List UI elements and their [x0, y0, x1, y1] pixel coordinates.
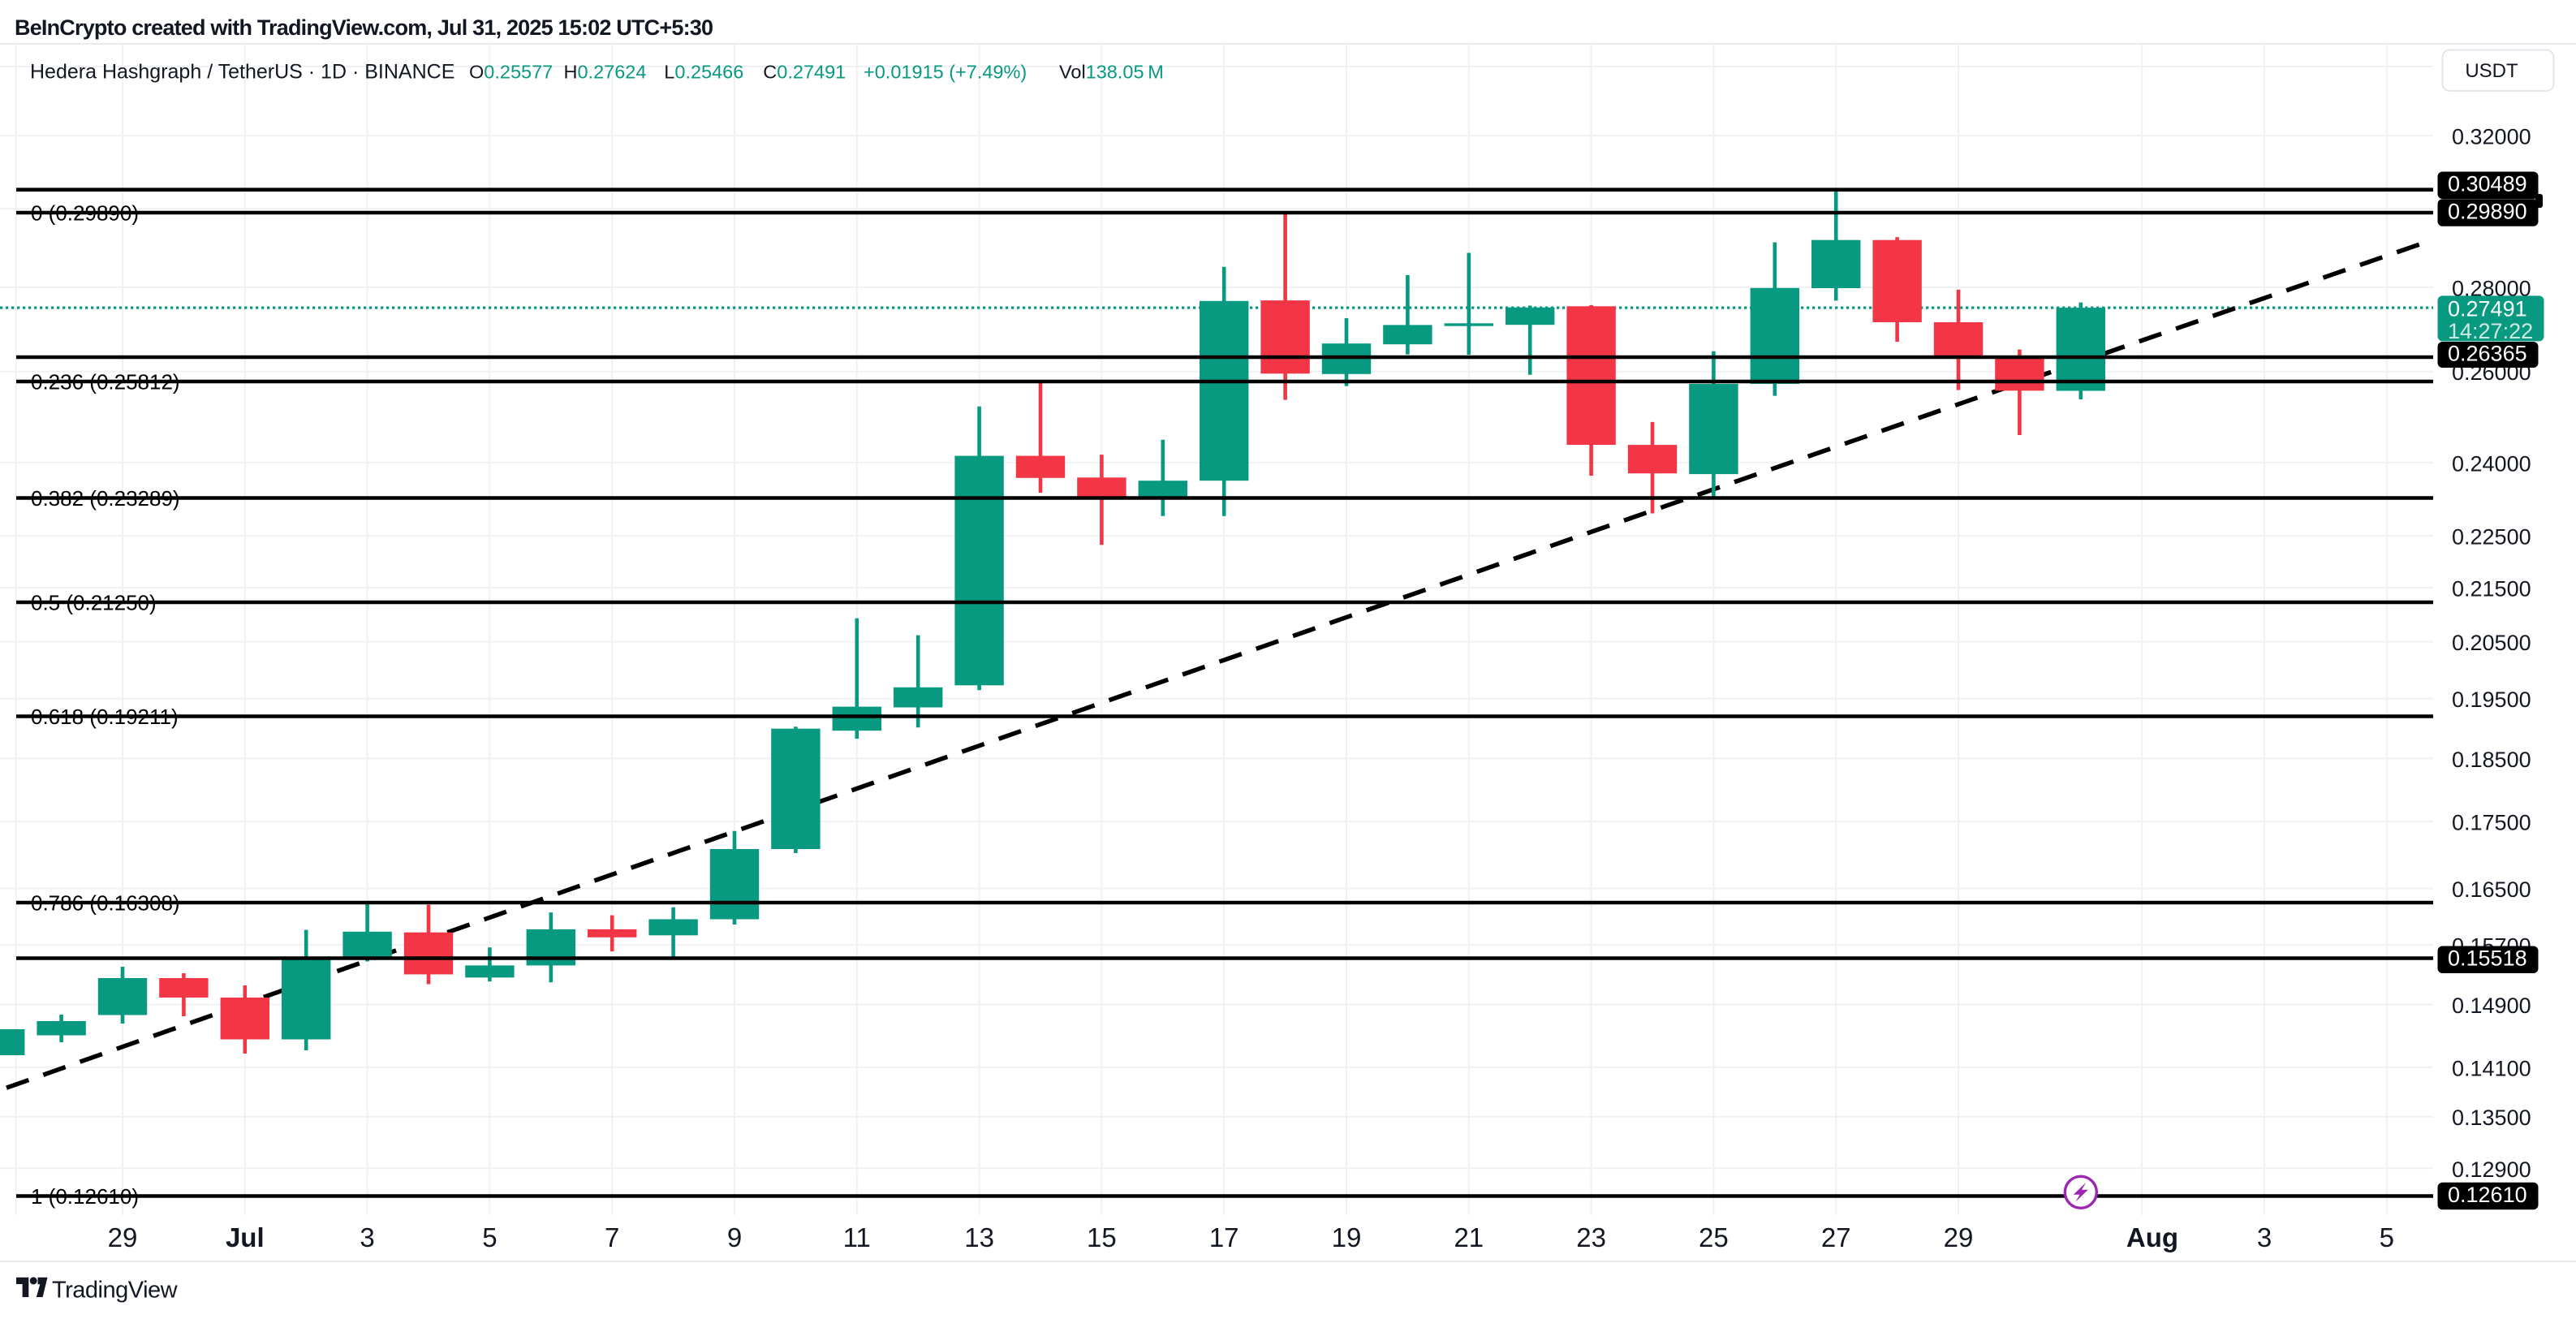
- svg-text:0.14100: 0.14100: [2452, 1056, 2531, 1080]
- svg-text:0.12900: 0.12900: [2452, 1157, 2531, 1182]
- svg-text:7: 7: [605, 1222, 619, 1252]
- svg-text:TradingView: TradingView: [52, 1278, 179, 1304]
- svg-text:0.26365: 0.26365: [2448, 341, 2527, 365]
- svg-text:USDT: USDT: [2465, 60, 2518, 82]
- svg-text:27: 27: [1821, 1222, 1851, 1252]
- svg-text:9: 9: [727, 1222, 742, 1252]
- svg-text:Vol138.05 M: Vol138.05 M: [1059, 62, 1164, 83]
- svg-text:1 (0.12610): 1 (0.12610): [31, 1184, 139, 1209]
- svg-text:0.18500: 0.18500: [2452, 748, 2531, 772]
- svg-text:3: 3: [360, 1222, 374, 1252]
- svg-text:0.14900: 0.14900: [2452, 994, 2531, 1018]
- svg-text:11: 11: [843, 1222, 871, 1252]
- svg-text:0.30489: 0.30489: [2448, 172, 2527, 196]
- svg-text:17: 17: [1209, 1222, 1239, 1252]
- svg-text:23: 23: [1576, 1222, 1606, 1252]
- svg-text:0.21500: 0.21500: [2452, 576, 2531, 601]
- svg-text:BeInCrypto created with Tradin: BeInCrypto created with TradingView.com,…: [15, 15, 713, 40]
- svg-text:21: 21: [1454, 1222, 1484, 1252]
- svg-text:0.20500: 0.20500: [2452, 631, 2531, 655]
- svg-text:5: 5: [2380, 1222, 2394, 1252]
- svg-text:0.29890: 0.29890: [2448, 200, 2527, 224]
- svg-text:Jul: Jul: [226, 1222, 265, 1252]
- svg-text:0.13500: 0.13500: [2452, 1106, 2531, 1130]
- svg-text:0.17500: 0.17500: [2452, 811, 2531, 835]
- svg-text:0.786 (0.16308): 0.786 (0.16308): [31, 891, 180, 916]
- svg-text:Aug: Aug: [2126, 1222, 2178, 1252]
- svg-text:29: 29: [108, 1222, 138, 1252]
- svg-text:H0.27624: H0.27624: [564, 62, 647, 83]
- svg-text:13: 13: [964, 1222, 994, 1252]
- svg-text:25: 25: [1699, 1222, 1729, 1252]
- svg-text:0.24000: 0.24000: [2452, 451, 2531, 476]
- svg-text:Hedera Hashgraph / TetherUS ·: Hedera Hashgraph / TetherUS · 1D · BINAN…: [30, 61, 454, 84]
- svg-text:+0.01915 (+7.49%): +0.01915 (+7.49%): [864, 62, 1027, 83]
- svg-text:C0.27491: C0.27491: [763, 62, 846, 83]
- svg-text:0.32000: 0.32000: [2452, 124, 2531, 149]
- svg-text:15: 15: [1087, 1222, 1117, 1252]
- svg-text:0.12610: 0.12610: [2448, 1183, 2527, 1207]
- svg-text:14:27:22: 14:27:22: [2448, 319, 2533, 343]
- svg-text:0.236 (0.25812): 0.236 (0.25812): [31, 370, 180, 394]
- svg-text:19: 19: [1332, 1222, 1362, 1252]
- svg-text:5: 5: [482, 1222, 497, 1252]
- svg-text:0.618 (0.19211): 0.618 (0.19211): [31, 705, 179, 729]
- svg-text:0.16500: 0.16500: [2452, 877, 2531, 902]
- svg-text:0.22500: 0.22500: [2452, 525, 2531, 550]
- svg-text:L0.25466: L0.25466: [664, 62, 743, 83]
- svg-text:0.15518: 0.15518: [2448, 946, 2527, 971]
- svg-text:O0.25577: O0.25577: [469, 62, 553, 83]
- svg-text:0.19500: 0.19500: [2452, 688, 2531, 712]
- svg-text:0 (0.29890): 0 (0.29890): [31, 201, 139, 226]
- svg-text:29: 29: [1944, 1222, 1974, 1252]
- svg-text:0.27491: 0.27491: [2448, 296, 2527, 321]
- svg-text:3: 3: [2257, 1222, 2272, 1252]
- svg-text:0.382 (0.23289): 0.382 (0.23289): [31, 486, 180, 511]
- svg-text:0.5 (0.21250): 0.5 (0.21250): [31, 591, 157, 615]
